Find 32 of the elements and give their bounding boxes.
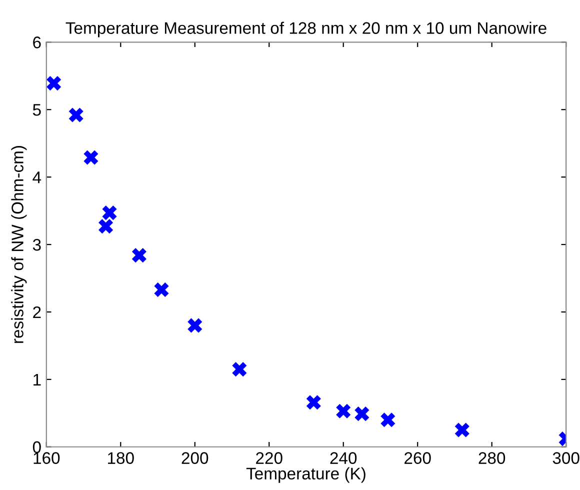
point: [306, 395, 321, 410]
x-tick-label: 200: [182, 452, 208, 464]
point: [232, 362, 247, 377]
point: [102, 206, 117, 220]
point: [46, 76, 62, 91]
y-tick-label: 3: [32, 238, 41, 251]
point: [154, 282, 169, 297]
x-tick-label: 260: [404, 452, 431, 464]
point: [380, 412, 396, 428]
y-tick-label: 6: [33, 36, 41, 48]
x-tick-label: 180: [108, 452, 134, 464]
point: [68, 108, 84, 122]
x-axis-title: Temperature (K): [246, 467, 366, 483]
y-tick-label: 1: [34, 374, 41, 386]
x-tick-label: 240: [330, 452, 357, 464]
point: [84, 150, 98, 165]
chart-title: Temperature Measurement of 128 nm x 20 nm x 10 um Nanowire: [66, 22, 546, 38]
x-tick-label: 300: [552, 452, 580, 464]
y-tick-label: 2: [33, 306, 41, 318]
x-tick-label: 280: [478, 452, 506, 464]
point: [354, 406, 370, 422]
point: [98, 219, 114, 234]
y-axis-title: resistivity of NW (Ohm-cm): [11, 146, 27, 343]
point: [336, 404, 351, 418]
x-tick-label: 160: [34, 452, 60, 464]
y-tick-label: 5: [32, 104, 41, 116]
point: [188, 318, 202, 333]
y-tick-label: 4: [32, 172, 42, 184]
point: [454, 422, 470, 438]
x-tick-label: 220: [256, 452, 282, 464]
y-tick-label: 0: [32, 441, 41, 454]
point: [132, 248, 146, 263]
